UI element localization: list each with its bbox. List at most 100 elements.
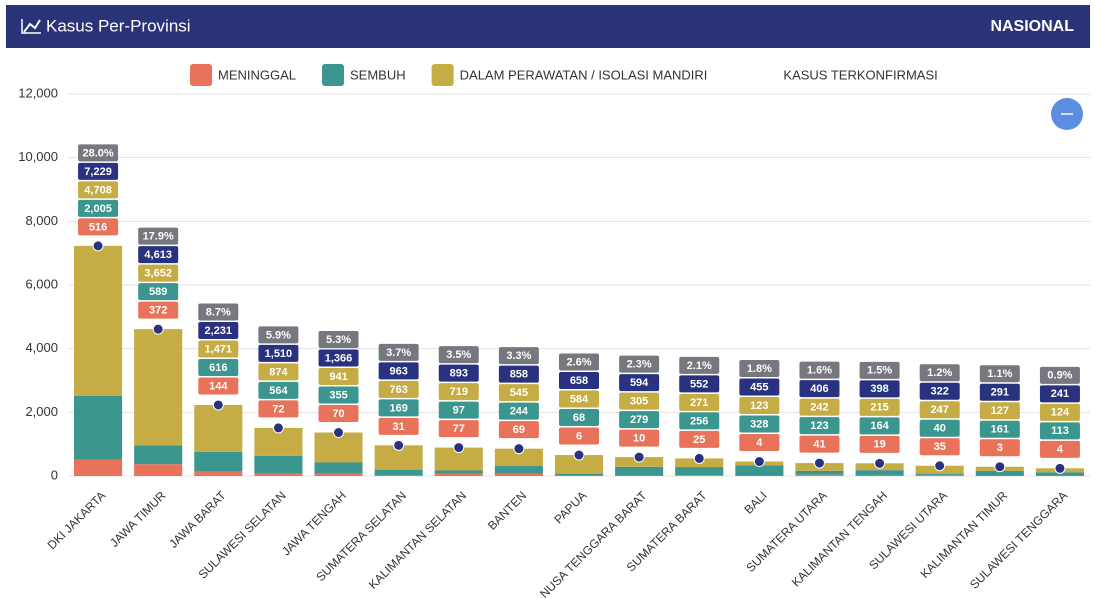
label-box: [318, 405, 359, 423]
bar-segment: [735, 465, 784, 476]
label-box: [378, 362, 419, 380]
label-box: [919, 438, 960, 456]
data-label: 41: [813, 438, 825, 450]
data-label: 941: [329, 371, 347, 383]
label-box: [1039, 403, 1080, 421]
label-box: [919, 364, 960, 382]
data-label: 113: [1051, 425, 1069, 437]
label-box: [78, 199, 119, 217]
y-tick-label: 2,000: [25, 404, 58, 419]
label-box: [258, 363, 299, 381]
data-label: 123: [810, 420, 828, 432]
data-label: 322: [931, 386, 949, 398]
data-label: 31: [393, 421, 405, 433]
data-label: 28.0%: [82, 147, 113, 159]
bar-segment: [314, 473, 363, 476]
label-box: [318, 349, 359, 367]
label-box: [679, 412, 720, 430]
confirmed-dot: [633, 451, 645, 463]
label-box: [679, 356, 720, 374]
legend-label[interactable]: KASUS TERKONFIRMASI: [783, 67, 937, 82]
data-label: 8.7%: [206, 306, 231, 318]
y-tick-label: 12,000: [18, 85, 58, 100]
label-box: [799, 417, 840, 435]
label-box: [258, 400, 299, 418]
data-label: 5.3%: [326, 334, 351, 346]
confirmed-dot: [152, 323, 164, 335]
data-label: 17.9%: [143, 231, 174, 243]
label-box: [559, 372, 599, 390]
label-box: [138, 301, 179, 319]
confirmed-dot: [333, 427, 345, 439]
label-box: [138, 283, 179, 301]
data-label: 2,231: [205, 325, 233, 337]
legend-label[interactable]: DALAM PERAWATAN / ISOLASI MANDIRI: [460, 67, 708, 82]
label-box: [619, 411, 660, 429]
label-box: [919, 401, 960, 419]
label-box: [498, 402, 539, 420]
x-tick-label: JAWA TIMUR: [107, 488, 169, 550]
label-box: [438, 346, 479, 364]
bar-segment: [1035, 472, 1084, 476]
label-box: [78, 181, 119, 199]
data-label: 271: [690, 397, 708, 409]
data-label: 3,652: [144, 268, 172, 280]
data-label: 552: [690, 378, 708, 390]
label-box: [799, 380, 840, 398]
bar-segment: [374, 469, 423, 476]
data-label: 1.2%: [927, 367, 952, 379]
data-label: 516: [89, 221, 107, 233]
label-box: [979, 365, 1020, 383]
data-label: 70: [332, 408, 344, 420]
data-label: 0.9%: [1047, 370, 1072, 382]
data-label: 658: [570, 375, 588, 387]
label-box: [679, 430, 720, 448]
bar-segment: [254, 473, 303, 476]
label-box: [78, 218, 119, 236]
label-box: [438, 401, 479, 419]
label-box: [498, 421, 539, 439]
data-label: 616: [209, 362, 227, 374]
legend-label[interactable]: SEMBUH: [350, 67, 406, 82]
bar-segment: [434, 470, 483, 474]
legend-label[interactable]: MENINGGAL: [218, 67, 296, 82]
data-label: 72: [272, 403, 284, 415]
bar-segment: [194, 404, 243, 452]
bar-segment: [675, 467, 724, 476]
data-label: 893: [450, 367, 468, 379]
data-label: 594: [630, 377, 649, 389]
header-scope[interactable]: NASIONAL: [990, 18, 1074, 35]
label-box: [619, 355, 660, 373]
label-box: [198, 303, 239, 321]
confirmed-dot: [934, 460, 946, 472]
data-label: 144: [209, 380, 228, 392]
data-label: 68: [573, 412, 585, 424]
data-label: 4: [1057, 444, 1064, 456]
data-label: 1,510: [265, 348, 293, 360]
label-box: [859, 380, 900, 398]
label-box: [739, 397, 780, 415]
x-tick-label: JAWA BARAT: [166, 488, 229, 551]
y-tick-label: 10,000: [18, 149, 58, 164]
label-box: [619, 374, 660, 392]
data-label: 169: [389, 402, 407, 414]
data-label: 1,366: [325, 352, 353, 364]
header-title: Kasus Per-Provinsi: [46, 16, 191, 35]
label-box: [979, 420, 1020, 438]
confirmed-dot: [1054, 462, 1066, 474]
confirmed-dot: [573, 449, 585, 461]
confirmed-dot: [212, 399, 224, 411]
confirmed-dot: [693, 452, 705, 464]
label-box: [559, 409, 599, 427]
data-label: 69: [513, 424, 525, 436]
data-label: 40: [934, 423, 946, 435]
label-box: [438, 420, 479, 438]
data-label: 10: [633, 432, 645, 444]
label-box: [198, 358, 239, 376]
bar-segment: [975, 470, 1024, 476]
label-box: [198, 321, 239, 339]
legend-swatch: [190, 64, 212, 86]
data-label: 25: [693, 434, 705, 446]
data-label: 3.5%: [446, 349, 471, 361]
